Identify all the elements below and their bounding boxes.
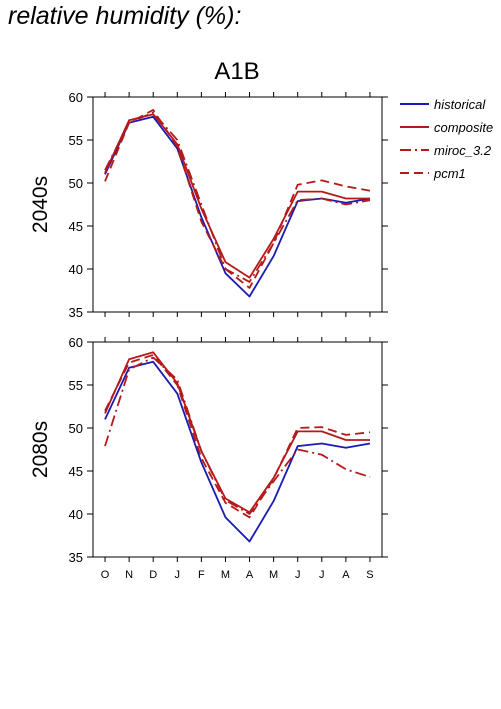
legend-label-miroc_3.2: miroc_3.2 <box>434 143 492 158</box>
x-tick-label: M <box>221 569 230 581</box>
plot-frame-2080s <box>92 341 383 558</box>
panel-label-2080s: 2080s <box>29 421 52 478</box>
y-tick-label: 45 <box>69 464 83 479</box>
y-tick-label: 35 <box>69 305 83 320</box>
x-tick-label: O <box>101 569 110 581</box>
scenario-title: A1B <box>214 58 259 85</box>
x-tick-label: J <box>319 569 325 581</box>
legend-label-composite: composite <box>434 120 493 135</box>
y-tick-label: 45 <box>69 219 83 234</box>
page-title: relative humidity (%): <box>8 2 242 30</box>
y-tick-label: 60 <box>69 90 83 105</box>
panel-label-2040s: 2040s <box>29 176 52 233</box>
y-tick-label: 50 <box>69 421 83 436</box>
plot-frame-2040s <box>92 96 383 313</box>
x-tick-label: A <box>246 569 254 581</box>
x-tick-label: J <box>175 569 181 581</box>
y-tick-label: 55 <box>69 133 83 148</box>
series-line-composite-2040s <box>104 113 370 279</box>
y-tick-label: 55 <box>69 378 83 393</box>
y-tick-label: 40 <box>69 507 83 522</box>
series-line-composite-2080s <box>104 351 370 514</box>
x-tick-label: N <box>125 569 133 581</box>
x-tick-label: M <box>269 569 278 581</box>
x-tick-label: D <box>149 569 157 581</box>
series-line-miroc_3.2-2040s <box>104 111 371 283</box>
legend-label-pcm1: pcm1 <box>433 166 466 181</box>
x-tick-label: J <box>295 569 301 581</box>
legend-label-historical: historical <box>434 97 486 112</box>
series-line-historical-2080s <box>104 360 371 543</box>
x-tick-label: A <box>342 569 350 581</box>
y-tick-label: 50 <box>69 176 83 191</box>
y-tick-label: 35 <box>69 550 83 565</box>
series-line-pcm1-2080s <box>104 353 371 519</box>
x-tick-label: F <box>198 569 205 581</box>
series-line-miroc_3.2-2080s <box>104 356 371 515</box>
x-tick-label: S <box>366 569 373 581</box>
series-line-pcm1-2040s <box>104 109 371 289</box>
y-tick-label: 40 <box>69 262 83 277</box>
y-tick-label: 60 <box>69 335 83 350</box>
